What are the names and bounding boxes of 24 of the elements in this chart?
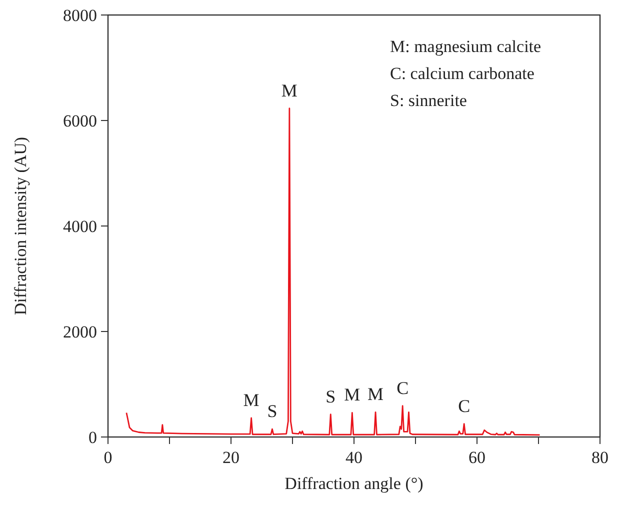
y-tick-label: 8000 xyxy=(63,6,97,25)
line-series xyxy=(126,108,540,436)
annotation: S xyxy=(267,401,278,422)
annotation: C: calcium carbonate xyxy=(390,64,534,83)
annotation: C xyxy=(396,378,409,398)
annotation: M xyxy=(281,80,298,100)
annotation: M xyxy=(344,384,360,405)
y-axis-title: Diffraction intensity (AU) xyxy=(11,136,30,316)
y-tick-label: 0 xyxy=(88,428,97,447)
annotation: M: magnesium calcite xyxy=(390,37,542,56)
y-tick-label: 4000 xyxy=(63,216,97,236)
x-tick-label: 0 xyxy=(104,448,112,467)
x-axis-title: Diffraction angle (°) xyxy=(284,474,424,493)
x-tick-label: 20 xyxy=(222,448,240,467)
annotation: C xyxy=(458,396,470,416)
annotation: M xyxy=(368,384,384,404)
x-tick-label: 60 xyxy=(468,448,486,467)
annotation: M xyxy=(243,390,260,410)
x-tick-label: 40 xyxy=(346,448,362,467)
annotation: S: sinnerite xyxy=(390,91,467,110)
annotation: S xyxy=(326,386,336,406)
y-tick-label: 2000 xyxy=(63,322,97,342)
x-tick-label: 80 xyxy=(592,448,608,467)
y-tick-label: 6000 xyxy=(63,111,97,130)
